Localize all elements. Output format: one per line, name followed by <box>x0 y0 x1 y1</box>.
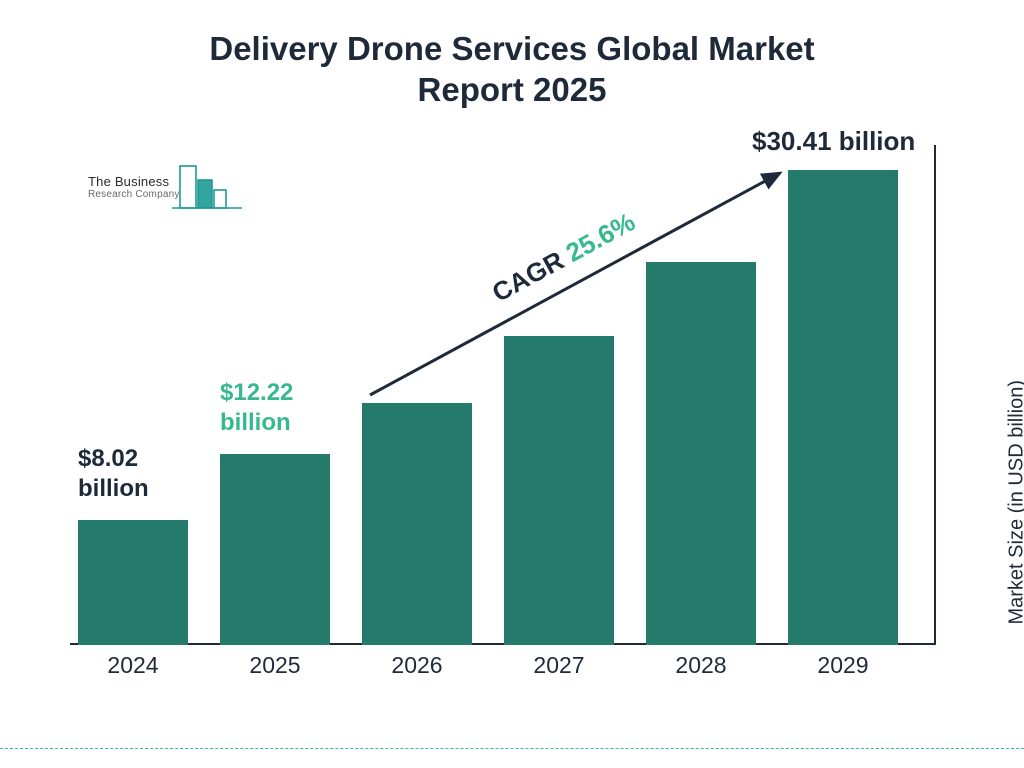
chart-title-line1: Delivery Drone Services Global Market <box>0 28 1024 69</box>
bar-chart: 2024 2025 2026 2027 2028 2029 $8.02 bill… <box>70 145 950 685</box>
bottom-divider <box>0 748 1024 749</box>
chart-title: Delivery Drone Services Global Market Re… <box>0 28 1024 111</box>
chart-title-line2: Report 2025 <box>0 69 1024 110</box>
cagr-arrow <box>70 145 950 685</box>
y-axis-label: Market Size (in USD billion) <box>1006 380 1024 625</box>
